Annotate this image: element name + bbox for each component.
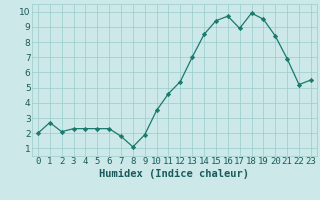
X-axis label: Humidex (Indice chaleur): Humidex (Indice chaleur)	[100, 169, 249, 179]
